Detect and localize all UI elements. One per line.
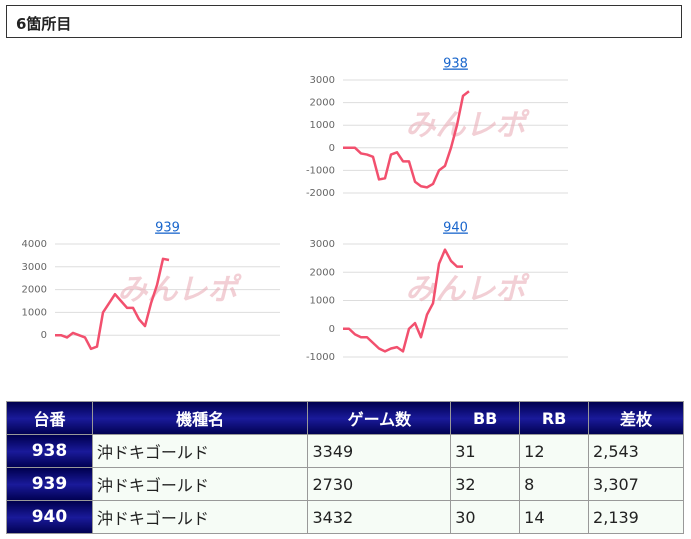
section-title: 6箇所目 bbox=[16, 15, 72, 33]
table-cell: 沖ドキゴールド bbox=[91, 500, 309, 534]
y-tick-label: -2000 bbox=[306, 188, 335, 199]
column-header: ゲーム数 bbox=[307, 401, 452, 435]
table-cell: 3432 bbox=[307, 500, 452, 534]
y-tick-label: 2000 bbox=[22, 285, 47, 296]
y-tick-label: 3000 bbox=[310, 75, 335, 86]
y-tick-label: 2000 bbox=[310, 98, 335, 109]
y-tick-label: -1000 bbox=[306, 165, 335, 176]
table-cell: 2,139 bbox=[588, 500, 684, 534]
column-header: BB bbox=[450, 401, 521, 435]
line-series bbox=[343, 90, 470, 189]
table-cell: 2,543 bbox=[588, 434, 684, 468]
machine-number: 939 bbox=[6, 467, 93, 501]
y-tick-label: 3000 bbox=[22, 262, 47, 273]
table-cell: 31 bbox=[450, 434, 521, 468]
line-series bbox=[55, 257, 170, 351]
y-tick-label: 0 bbox=[329, 143, 335, 154]
y-tick-label: 0 bbox=[41, 330, 47, 341]
chart-title[interactable]: 939 bbox=[155, 221, 180, 236]
column-header: 機種名 bbox=[91, 401, 309, 435]
table-cell: 沖ドキゴールド bbox=[91, 467, 309, 501]
table-cell: 30 bbox=[450, 500, 521, 534]
section-header: 6箇所目 bbox=[6, 5, 682, 38]
column-header: RB bbox=[519, 401, 590, 435]
y-tick-label: 3000 bbox=[310, 239, 335, 250]
y-tick-label: -1000 bbox=[306, 352, 335, 363]
watermark: みんレポ bbox=[118, 273, 243, 308]
table-cell: 3349 bbox=[307, 434, 452, 468]
table-cell: 3,307 bbox=[588, 467, 684, 501]
table-cell: 12 bbox=[519, 434, 590, 468]
machine-number: 938 bbox=[6, 434, 93, 468]
column-header: 台番 bbox=[6, 401, 93, 435]
result-table: 台番 機種名 ゲーム数 BB RB 差枚 938 沖ドキゴールド 3349 31 12 2,543 9… bbox=[6, 401, 684, 534]
column-header: 差枚 bbox=[588, 401, 684, 435]
table-cell: 沖ドキゴールド bbox=[91, 434, 309, 468]
y-tick-label: 0 bbox=[329, 324, 335, 335]
watermark: みんレポ bbox=[406, 108, 531, 143]
y-tick-label: 2000 bbox=[310, 267, 335, 278]
line-series bbox=[343, 248, 463, 353]
table-row: 939 沖ドキゴールド 2730 32 8 3,307 bbox=[6, 467, 684, 501]
y-tick-label: 4000 bbox=[22, 239, 47, 250]
table-cell: 14 bbox=[519, 500, 590, 534]
table-cell: 2730 bbox=[307, 467, 452, 501]
table-row: 940 沖ドキゴールド 3432 30 14 2,139 bbox=[6, 500, 684, 534]
watermark: みんレポ bbox=[406, 272, 531, 307]
y-tick-label: 1000 bbox=[310, 120, 335, 131]
table-header: 台番 機種名 ゲーム数 BB RB 差枚 bbox=[6, 401, 684, 435]
table-body: 938 沖ドキゴールド 3349 31 12 2,543 939 沖ドキゴールド 2730 32 8… bbox=[6, 434, 684, 534]
machine-number: 940 bbox=[6, 500, 93, 534]
charts: 938 -2000 -1000 0 1000 2000 3000 みんレポ 939 0 1000 20… bbox=[22, 57, 568, 363]
table-cell: 8 bbox=[519, 467, 590, 501]
table-cell: 32 bbox=[450, 467, 521, 501]
y-tick-label: 1000 bbox=[310, 296, 335, 307]
table-row: 938 沖ドキゴールド 3349 31 12 2,543 bbox=[6, 434, 684, 468]
y-tick-label: 1000 bbox=[22, 307, 47, 318]
chart-title[interactable]: 940 bbox=[443, 221, 468, 236]
chart-title[interactable]: 938 bbox=[443, 57, 468, 72]
